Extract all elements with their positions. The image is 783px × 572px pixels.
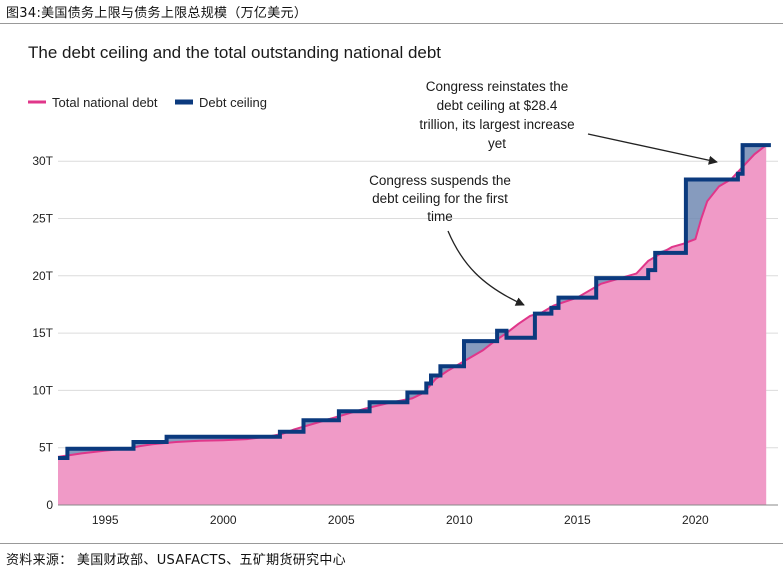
y-tick-label: 10T	[32, 383, 53, 397]
annotation-arrow	[587, 133, 718, 165]
y-tick-label: 25T	[32, 211, 53, 225]
x-tick-label: 2020	[682, 513, 709, 527]
bottom-rule	[0, 543, 783, 544]
debt-area	[58, 145, 767, 505]
source-note: 资料来源： 美国财政部、USAFACTS、五矿期货研究中心	[6, 553, 346, 568]
debt-ceiling-chart: The debt ceiling and the total outstandi…	[28, 43, 778, 527]
y-tick-label: 15T	[32, 326, 53, 340]
legend-label-debt: Total national debt	[52, 95, 158, 110]
y-tick-label: 30T	[32, 154, 53, 168]
x-tick-label: 2015	[564, 513, 591, 527]
ceiling-step-line	[58, 143, 771, 460]
y-tick-label: 20T	[32, 269, 53, 283]
x-tick-label: 2010	[446, 513, 473, 527]
x-tick-label: 1995	[92, 513, 119, 527]
y-tick-label: 5T	[39, 441, 54, 455]
annotation-text: Congress reinstates the debt ceiling at $…	[419, 79, 574, 151]
annotation-reinstates: Congress reinstates the debt ceiling at $…	[419, 79, 718, 165]
annotation-text: Congress suspends the debt ceiling for th…	[369, 173, 511, 224]
top-rule	[0, 23, 783, 24]
y-axis-labels: 0 5T 10T 15T 20T 25T 30T	[32, 154, 53, 512]
annotations: Congress suspends the debt ceiling for th…	[369, 79, 718, 306]
x-axis-labels: 1995 2000 2005 2010 2015 2020	[92, 513, 709, 527]
figure-caption: 图34:美国债务上限与债务上限总规模（万亿美元）	[6, 6, 308, 21]
annotation-suspends: Congress suspends the debt ceiling for th…	[369, 173, 525, 306]
y-tick-label: 0	[46, 498, 53, 512]
chart-title: The debt ceiling and the total outstandi…	[28, 43, 441, 62]
x-tick-label: 2000	[210, 513, 237, 527]
ceiling-gap-area	[58, 145, 767, 457]
annotation-arrow	[447, 230, 525, 306]
legend-label-ceiling: Debt ceiling	[199, 95, 267, 110]
legend: Total national debt Debt ceiling	[28, 95, 267, 110]
debt-line	[57, 144, 767, 458]
x-tick-label: 2005	[328, 513, 355, 527]
